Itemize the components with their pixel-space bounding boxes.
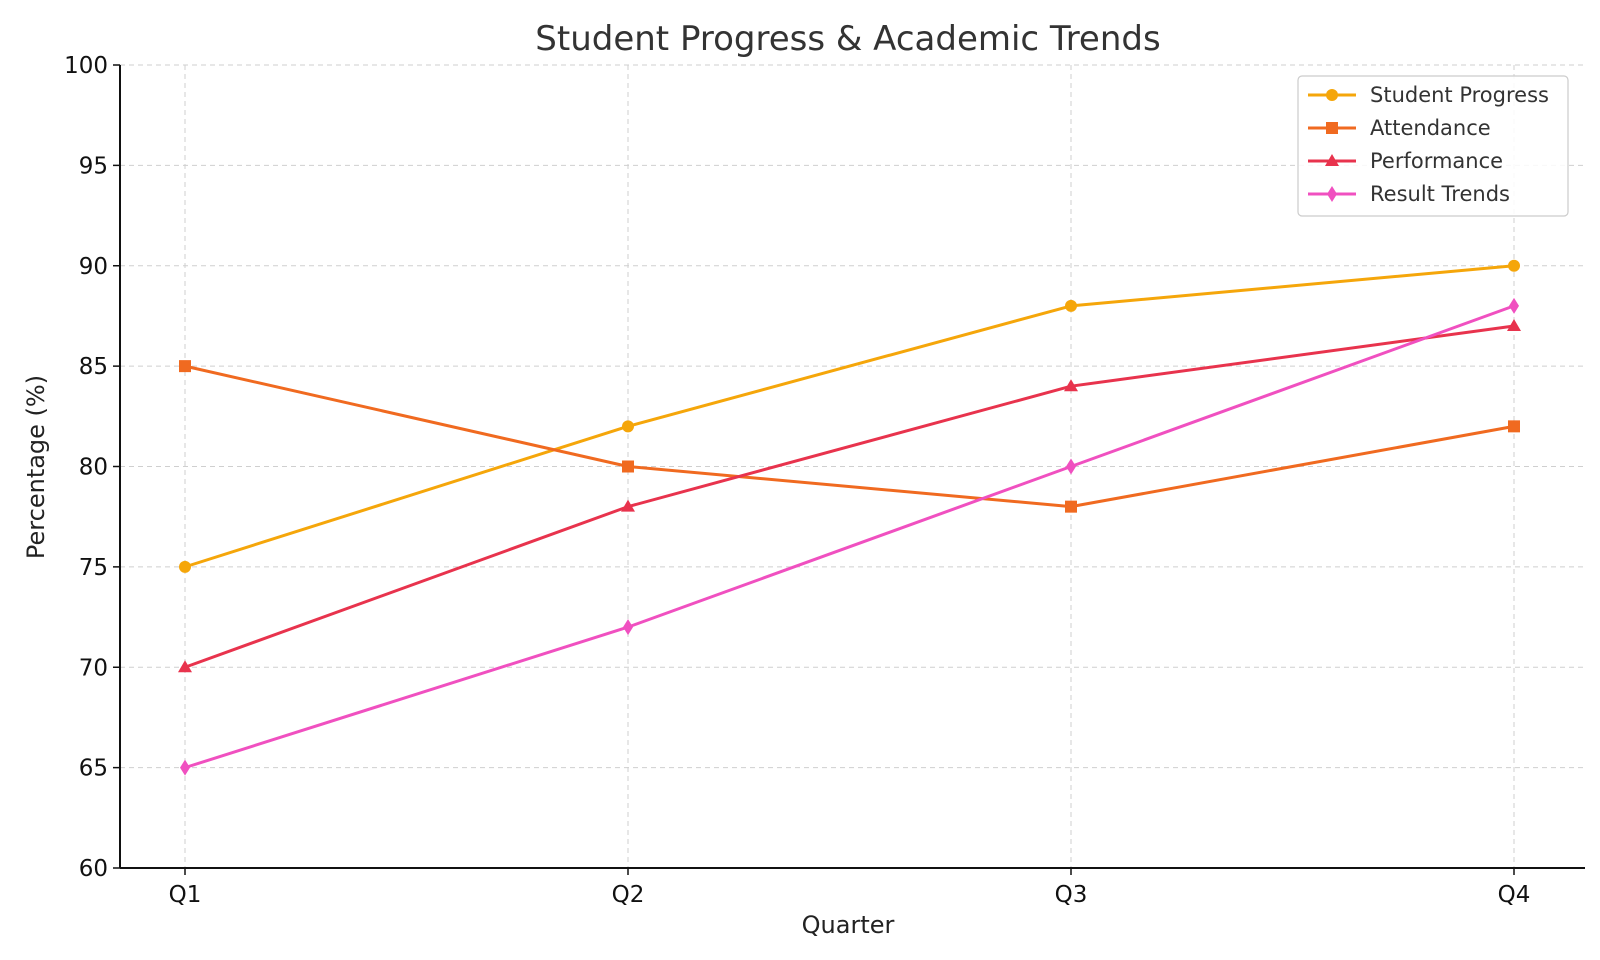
data-point: [1507, 318, 1521, 331]
y-tick-label: 75: [79, 555, 108, 581]
data-point: [1066, 458, 1076, 475]
data-point: [180, 759, 190, 776]
y-tick-label: 65: [79, 756, 108, 782]
legend-label: Performance: [1370, 149, 1503, 173]
legend-marker: [1326, 89, 1338, 101]
tick-labels: 60 65 70 75 80 85 90 95 100 Q1 Q2 Q3 Q4: [64, 53, 1530, 908]
legend-marker: [1325, 154, 1339, 166]
y-tick-label: 70: [79, 655, 108, 681]
y-tick-label: 90: [79, 254, 108, 280]
data-point: [1065, 500, 1077, 513]
data-point: [1508, 259, 1520, 272]
legend-marker: [1326, 122, 1338, 134]
legend-box: [1297, 75, 1569, 217]
series-result-trends: [180, 297, 1519, 776]
x-tick-label: Q2: [612, 882, 645, 908]
series-performance: [178, 318, 1521, 673]
data-point: [623, 619, 633, 636]
data-point: [1509, 297, 1519, 314]
x-axis-label: Quarter: [802, 911, 895, 939]
legend-label: Result Trends: [1370, 182, 1510, 206]
series-line: [184, 324, 1515, 669]
data-point: [179, 560, 191, 573]
data-point: [1065, 299, 1077, 312]
data-point: [1064, 379, 1078, 392]
series-attendance: [179, 360, 1520, 513]
series-line: [184, 264, 1515, 569]
legend-label: Student Progress: [1370, 83, 1549, 107]
y-tick-label: 100: [64, 53, 108, 79]
legend: Student Progress Attendance Performance Res…: [1297, 75, 1569, 217]
y-tick-label: 85: [79, 354, 108, 380]
legend-item: Attendance: [1308, 116, 1491, 140]
y-tick-label: 95: [79, 153, 108, 179]
x-tick-label: Q4: [1498, 882, 1531, 908]
series-line: [184, 364, 1515, 509]
legend-item: Performance: [1308, 149, 1503, 173]
x-tick-label: Q1: [169, 882, 202, 908]
series-line: [184, 304, 1515, 770]
data-point: [622, 460, 634, 473]
series-student-progress: [179, 259, 1520, 573]
legend-label: Attendance: [1370, 116, 1491, 140]
chart-title: Student Progress & Academic Trends: [535, 19, 1160, 59]
data-point: [178, 660, 192, 673]
y-tick-label: 60: [79, 856, 108, 882]
y-tick-label: 80: [79, 455, 108, 481]
data-point: [179, 360, 191, 373]
y-axis-label: Percentage (%): [22, 375, 50, 559]
legend-item: Student Progress: [1308, 83, 1549, 107]
axes: [113, 64, 1585, 875]
data-point: [1508, 420, 1520, 433]
data-point: [621, 499, 635, 512]
legend-item: Result Trends: [1308, 182, 1510, 206]
series-lines: [178, 259, 1521, 776]
legend-marker: [1327, 186, 1337, 202]
data-point: [622, 420, 634, 433]
x-tick-label: Q3: [1055, 882, 1088, 908]
